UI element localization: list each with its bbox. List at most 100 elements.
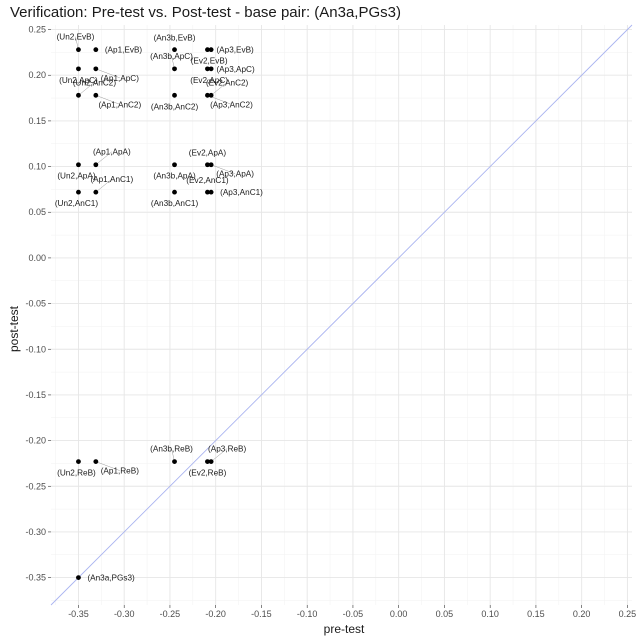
point-label: (Ap3,AnC2) xyxy=(210,100,253,109)
point-label: (Ap1,ApA) xyxy=(93,148,131,157)
x-tick-label: 0.20 xyxy=(573,609,591,619)
y-tick-label: -0.30 xyxy=(25,527,46,537)
data-point xyxy=(172,92,177,98)
data-point xyxy=(208,47,214,53)
data-point xyxy=(205,189,210,195)
label-leader xyxy=(95,68,120,79)
identity-reference-line xyxy=(50,24,633,606)
grid xyxy=(51,25,632,605)
point-label: (An3b,AnC2) xyxy=(151,102,199,111)
y-tick-label: -0.35 xyxy=(25,573,46,583)
point-label: (Un2,ReB) xyxy=(57,469,96,478)
y-tick-label: 0.10 xyxy=(28,162,46,172)
point-label: (Ev2,EvB) xyxy=(191,57,228,66)
point-label: (Ap3,EvB) xyxy=(216,46,254,55)
x-tick-label: -0.30 xyxy=(114,609,135,619)
data-point xyxy=(93,66,99,72)
point-label: (Ap3,ApC) xyxy=(216,65,254,74)
data-point xyxy=(172,459,177,464)
data-point xyxy=(205,66,210,72)
data-point xyxy=(205,47,210,53)
data-point xyxy=(205,92,210,98)
y-tick-label: 0.15 xyxy=(28,116,46,126)
x-tick-label: -0.15 xyxy=(251,609,272,619)
point-label: (An3a,PGs3) xyxy=(87,574,135,583)
data-point xyxy=(76,162,81,168)
y-tick-label: 0.20 xyxy=(28,70,46,80)
point-label: (Ev2,ApA) xyxy=(189,149,227,158)
label-leader xyxy=(211,164,236,174)
label-leader xyxy=(78,82,95,96)
label-leader xyxy=(95,151,112,165)
label-leader xyxy=(95,95,120,105)
x-axis-ticks: -0.35 -0.30 -0.25 -0.20 -0.15 -0.10 -0.05 0.00 0… xyxy=(68,605,636,619)
x-tick-label: -0.35 xyxy=(68,609,89,619)
y-tick-label: 0.05 xyxy=(28,207,46,217)
point-label: (Ap3,AnC1) xyxy=(220,188,263,197)
point-label: (Ap3,ReB) xyxy=(208,445,246,454)
x-axis-title: pre-test xyxy=(324,622,365,636)
data-point xyxy=(76,92,81,98)
x-tick-label: -0.25 xyxy=(160,609,181,619)
point-label: (Ap1,ApC) xyxy=(101,74,139,83)
data-point xyxy=(76,459,81,464)
x-tick-label: 0.10 xyxy=(481,609,499,619)
y-tick-label: -0.25 xyxy=(25,481,46,491)
y-tick-label: 0.00 xyxy=(28,253,46,263)
label-leader xyxy=(210,448,228,462)
point-label: (Un2,ApC) xyxy=(59,76,98,85)
x-tick-label: -0.20 xyxy=(205,609,226,619)
y-axis-title: post-test xyxy=(7,305,21,352)
data-point xyxy=(208,66,214,72)
x-tick-label: 0.00 xyxy=(390,609,408,619)
identity-line xyxy=(50,24,633,606)
label-leader xyxy=(95,178,112,193)
x-tick-label: 0.25 xyxy=(619,609,637,619)
point-label: (An3b,ApC) xyxy=(150,52,193,61)
point-label: (An3b,AnC1) xyxy=(151,199,199,208)
y-tick-label: -0.05 xyxy=(25,299,46,309)
point-label: (Ev2,ApC) xyxy=(190,76,228,85)
data-point xyxy=(76,66,81,72)
label-leader xyxy=(210,82,228,96)
data-point xyxy=(208,459,214,464)
point-label: (Ap1,EvB) xyxy=(105,46,143,55)
x-tick-label: 0.05 xyxy=(436,609,454,619)
data-point xyxy=(172,47,177,53)
point-label: (Ev2,AnC1) xyxy=(186,176,229,185)
point-label: (Ap3,ApA) xyxy=(216,170,254,179)
point-label: (An3b,ReB) xyxy=(150,445,193,454)
data-point xyxy=(93,459,99,464)
data-point xyxy=(205,162,210,168)
label-leader xyxy=(95,461,120,471)
x-tick-label: 0.15 xyxy=(527,609,545,619)
data-point xyxy=(76,189,81,195)
data-point xyxy=(76,47,81,53)
label-leader-lines xyxy=(75,36,236,471)
data-point xyxy=(93,189,99,195)
point-label: (Un2,AnC2) xyxy=(73,78,117,87)
data-point xyxy=(172,189,177,195)
data-point xyxy=(208,189,214,195)
point-label: (Un2,EvB) xyxy=(57,33,95,42)
data-point xyxy=(172,162,177,168)
y-tick-label: 0.25 xyxy=(28,25,46,35)
data-point xyxy=(205,459,210,464)
point-label: (An3b,ApA) xyxy=(153,172,196,181)
point-labels: (Un2,EvB) (Ap1,EvB) (An3b,EvB) (Ap3,EvB) (Ev… xyxy=(55,33,263,583)
point-label: (Ap1,ReB) xyxy=(101,467,139,476)
x-tick-label: -0.05 xyxy=(343,609,364,619)
data-point xyxy=(93,92,99,98)
point-label: (Ap1,AnC1) xyxy=(90,175,133,184)
data-point xyxy=(208,92,214,98)
y-axis-ticks: 0.25 0.20 0.15 0.10 0.05 0.00 -0.05 -0.10 -0.15 -… xyxy=(25,25,51,583)
point-label: (Un2,AnC1) xyxy=(55,199,99,208)
point-label: (Ev2,ReB) xyxy=(189,469,227,478)
point-label: (Ev2,AnC2) xyxy=(206,78,249,87)
chart-title: Verification: Pre-test vs. Post-test - b… xyxy=(10,4,401,21)
y-tick-label: -0.15 xyxy=(25,390,46,400)
point-label: (Ap1,AnC2) xyxy=(98,100,141,109)
data-point xyxy=(93,162,99,168)
